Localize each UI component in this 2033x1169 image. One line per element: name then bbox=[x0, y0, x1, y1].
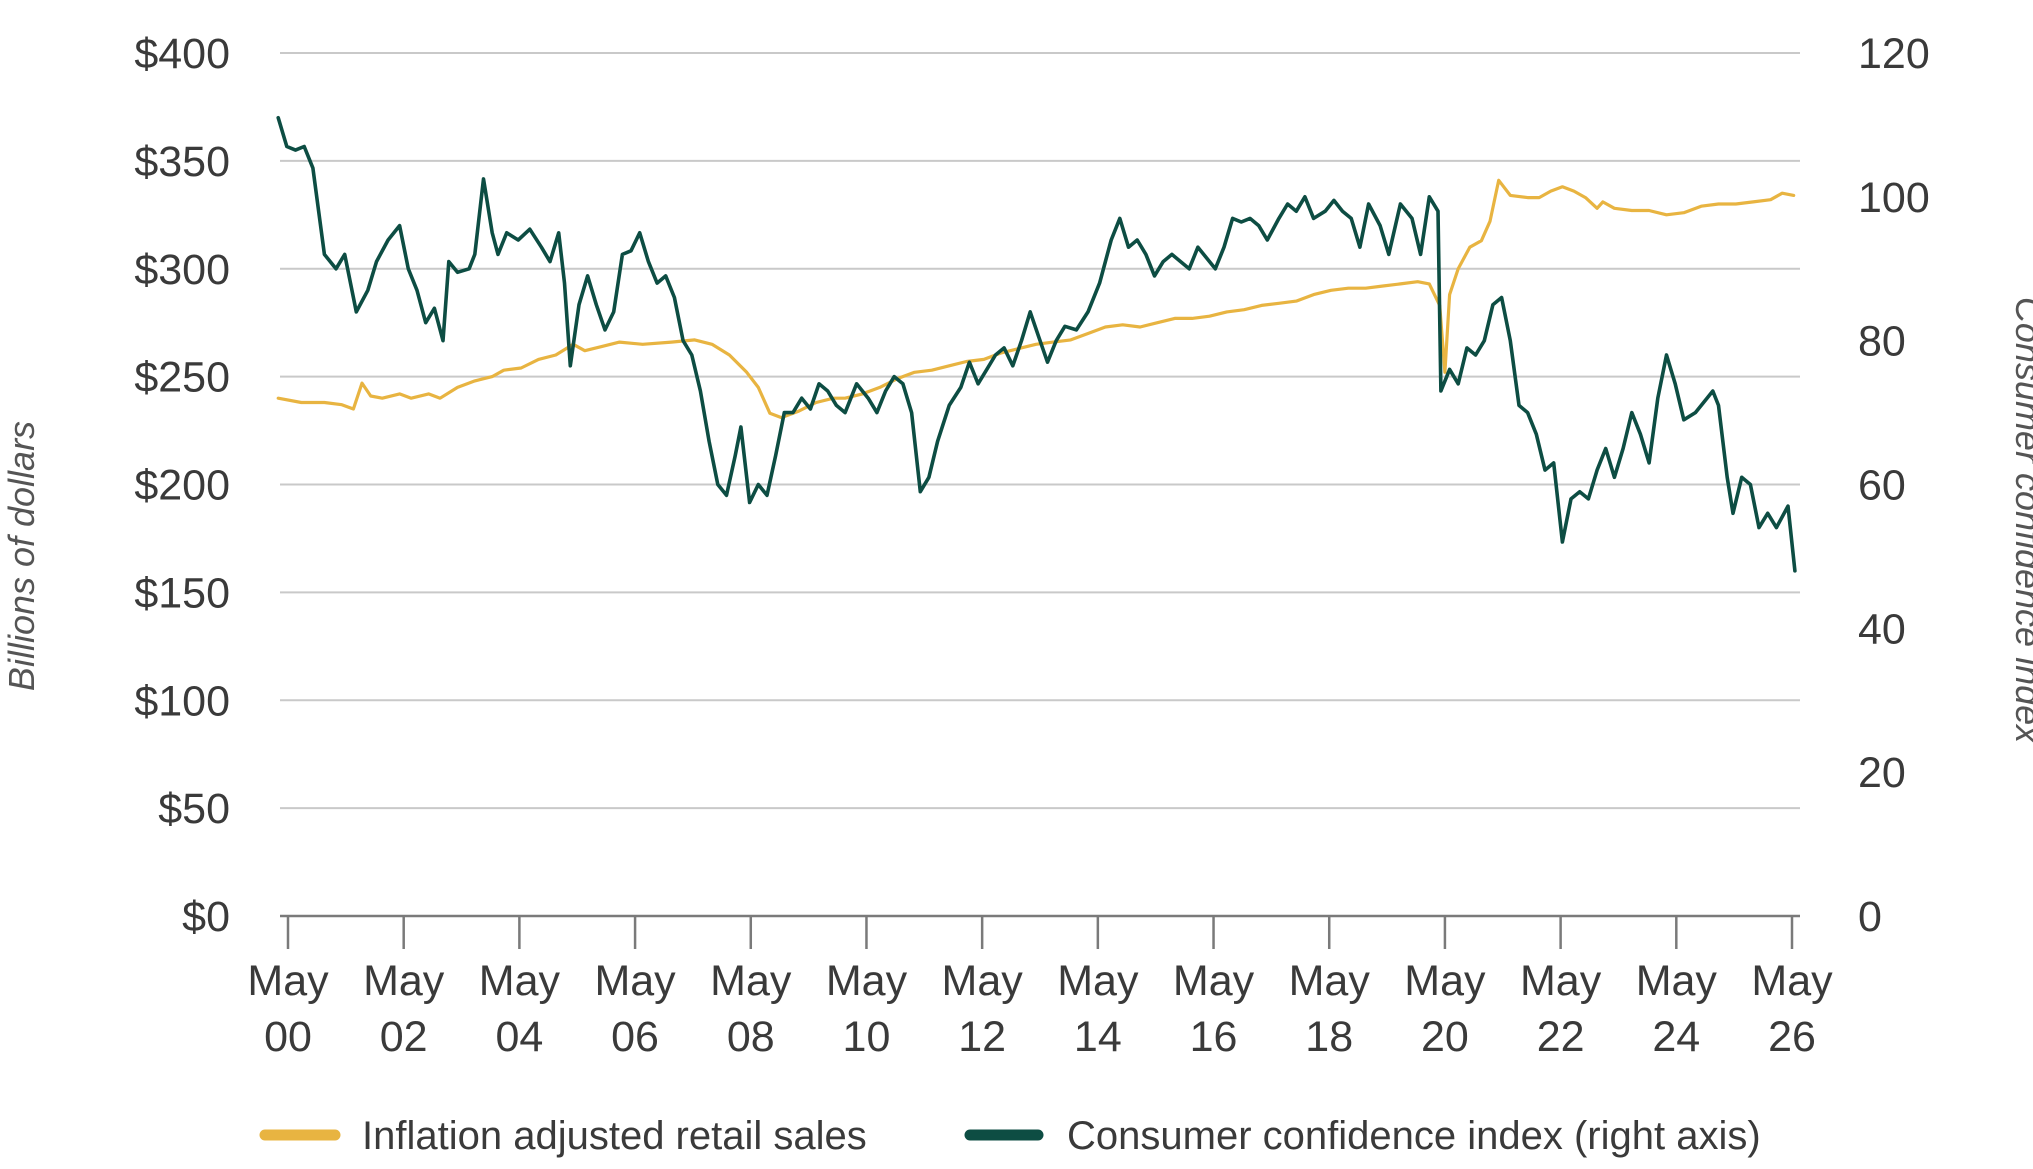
series-lines bbox=[276, 115, 1797, 573]
x-tick-year: 12 bbox=[958, 1013, 1006, 1061]
x-tick-month: May bbox=[1404, 957, 1486, 1005]
left-tick-label: $150 bbox=[134, 569, 230, 617]
right-tick-label: 120 bbox=[1858, 30, 1930, 78]
left-axis-ticks: $0 $50 $100 $150 $200 $250 $300 $350 $400 bbox=[134, 30, 230, 941]
x-tick-month: May bbox=[942, 957, 1024, 1005]
x-tick-year: 08 bbox=[727, 1013, 775, 1061]
right-axis-title: Consumer confidence index bbox=[2008, 297, 2033, 745]
left-tick-label: $400 bbox=[134, 30, 230, 78]
x-tick-month: May bbox=[826, 957, 908, 1005]
series-line-retail-sales bbox=[276, 178, 1796, 420]
x-tick-month: May bbox=[363, 957, 445, 1005]
right-tick-label: 80 bbox=[1858, 318, 1906, 366]
left-tick-label: $200 bbox=[134, 462, 230, 510]
right-tick-label: 0 bbox=[1858, 893, 1882, 941]
right-tick-label: 40 bbox=[1858, 605, 1906, 653]
x-tick-year: 02 bbox=[380, 1013, 428, 1061]
left-tick-label: $50 bbox=[158, 785, 230, 833]
x-tick-year: 04 bbox=[495, 1013, 543, 1061]
right-tick-label: 20 bbox=[1858, 749, 1906, 797]
x-tick-year: 26 bbox=[1768, 1013, 1816, 1061]
x-tick-month: May bbox=[1751, 957, 1833, 1005]
right-tick-label: 100 bbox=[1858, 174, 1930, 222]
x-tick-year: 20 bbox=[1421, 1013, 1469, 1061]
legend-label-consumer-confidence: Consumer confidence index (right axis) bbox=[1067, 1114, 1761, 1158]
left-tick-label: $100 bbox=[134, 677, 230, 725]
x-tick-month: May bbox=[1636, 957, 1718, 1005]
x-tick-year: 18 bbox=[1305, 1013, 1353, 1061]
x-tick-year: 24 bbox=[1652, 1013, 1700, 1061]
left-axis-title: Billions of dollars bbox=[1, 421, 42, 691]
x-tick-year: 22 bbox=[1537, 1013, 1585, 1061]
gridlines bbox=[280, 52, 1800, 810]
right-tick-label: 60 bbox=[1858, 462, 1906, 510]
x-tick-month: May bbox=[1289, 957, 1371, 1005]
legend-label-retail-sales: Inflation adjusted retail sales bbox=[362, 1114, 867, 1158]
left-tick-label: $0 bbox=[182, 893, 230, 941]
legend: Inflation adjusted retail sales Consumer… bbox=[259, 1114, 1761, 1158]
x-tick-year: 14 bbox=[1074, 1013, 1122, 1061]
x-tick-year: 00 bbox=[264, 1013, 312, 1061]
x-tick-year: 10 bbox=[843, 1013, 891, 1061]
right-axis-ticks: 0 20 40 60 80 100 120 bbox=[1858, 30, 1930, 941]
left-tick-label: $300 bbox=[134, 246, 230, 294]
x-tick-month: May bbox=[479, 957, 561, 1005]
x-tick-month: May bbox=[1057, 957, 1139, 1005]
x-tick-month: May bbox=[1520, 957, 1602, 1005]
x-tick-month: May bbox=[247, 957, 329, 1005]
x-tick-month: May bbox=[710, 957, 792, 1005]
x-tick-year: 06 bbox=[611, 1013, 659, 1061]
series-line-consumer-confidence bbox=[276, 115, 1797, 573]
x-tick-month: May bbox=[1173, 957, 1255, 1005]
x-tick-month: May bbox=[594, 957, 676, 1005]
x-tick-year: 16 bbox=[1190, 1013, 1238, 1061]
left-tick-label: $350 bbox=[134, 138, 230, 186]
left-tick-label: $250 bbox=[134, 354, 230, 402]
x-axis: May 00 May 02 May 04 May 06 May 08 May 10 May 12 May 14… bbox=[247, 914, 1833, 1061]
